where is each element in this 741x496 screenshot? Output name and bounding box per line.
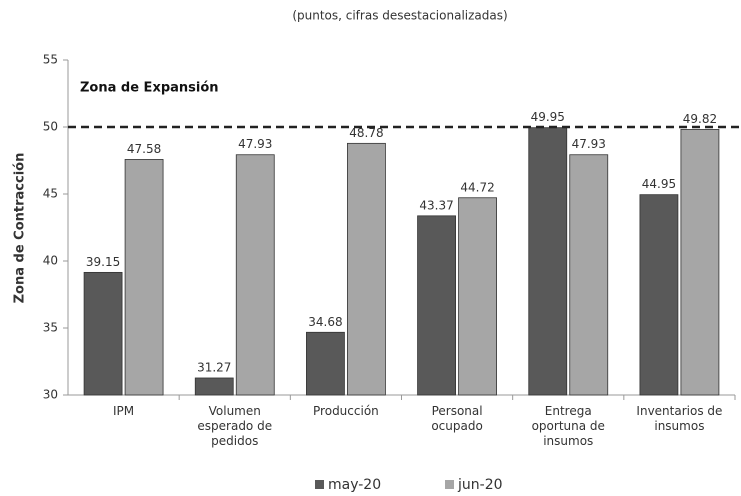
y-tick-label: 55 (43, 53, 58, 67)
data-label: 47.93 (238, 137, 272, 151)
data-label: 44.72 (460, 180, 494, 194)
y-tick-label: 50 (43, 120, 58, 134)
bar (417, 215, 456, 396)
bar (194, 377, 234, 396)
x-tick-label: Personal ocupado (431, 404, 483, 433)
bar (569, 154, 609, 396)
y-axis-label: Zona de Contracción (13, 153, 28, 304)
chart-subtitle: (puntos, cifras desestacionalizadas) (292, 9, 507, 23)
x-tick-label: Volumen esperado de pedidos (197, 404, 273, 448)
legend-swatch (315, 480, 324, 489)
y-tick-label: 45 (43, 187, 58, 201)
bar (83, 271, 123, 396)
bar (124, 159, 164, 396)
bar (458, 197, 497, 396)
data-label: 47.58 (127, 142, 161, 156)
data-label: 44.95 (642, 177, 676, 191)
data-label: 49.82 (683, 112, 717, 126)
data-label: 49.95 (531, 110, 565, 124)
legend-label: jun-20 (457, 477, 503, 493)
data-label: 47.93 (572, 137, 606, 151)
data-label: 34.68 (308, 315, 342, 329)
bar (235, 154, 275, 396)
bar (528, 127, 568, 396)
bar (347, 142, 386, 396)
x-tick-label: IPM (113, 404, 135, 418)
data-label: 43.37 (419, 198, 453, 212)
bar (306, 331, 345, 396)
y-tick-label: 30 (43, 388, 58, 402)
y-tick-label: 40 (43, 254, 58, 268)
x-tick-label: Inventarios de insumos (636, 404, 723, 433)
bar (680, 129, 720, 396)
annotation: Zona de Expansión (80, 81, 219, 96)
legend-swatch (445, 480, 454, 489)
data-label: 31.27 (197, 360, 231, 374)
x-tick-label: Entrega oportuna de insumos (531, 404, 605, 448)
legend-label: may-20 (328, 477, 381, 493)
data-label: 48.78 (349, 126, 383, 140)
data-label: 39.15 (86, 255, 120, 269)
x-tick-label: Producción (313, 404, 379, 418)
bar (639, 194, 679, 396)
y-tick-label: 35 (43, 321, 58, 335)
